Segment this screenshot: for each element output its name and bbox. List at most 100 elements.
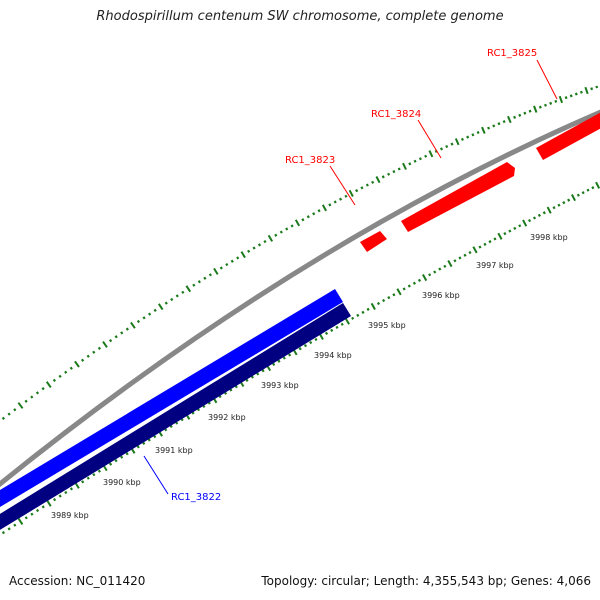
scale-tick xyxy=(197,280,201,284)
scale-tick xyxy=(581,191,585,195)
scale-tick xyxy=(522,219,528,227)
scale-tick xyxy=(481,126,486,134)
scale-tick xyxy=(371,180,375,184)
scale-tick xyxy=(458,256,462,260)
scale-tick xyxy=(240,251,246,259)
gene-feature-rc1-3825[interactable] xyxy=(536,110,600,160)
scale-tick xyxy=(314,337,318,342)
scale-tick xyxy=(569,94,573,98)
scale-tick xyxy=(487,126,491,130)
scale-tick xyxy=(46,499,52,507)
scale-tick xyxy=(381,175,385,179)
scale-tick xyxy=(387,172,391,176)
scale-tick xyxy=(382,298,386,303)
scale-tick xyxy=(528,109,532,113)
scale-tick xyxy=(86,476,90,480)
gene-label-rc1-3822[interactable]: RC1_3822 xyxy=(171,492,221,503)
gene-label-rc1-3823[interactable]: RC1_3823 xyxy=(285,155,335,166)
scale-tick xyxy=(574,92,578,96)
scale-tick xyxy=(97,346,101,350)
scale-tick xyxy=(114,459,118,463)
outer-tick-track xyxy=(1,85,599,420)
scale-tick xyxy=(306,215,310,219)
scale-tick xyxy=(192,283,196,287)
scale-tick xyxy=(538,105,542,109)
scale-tick xyxy=(298,347,302,351)
scale-tick xyxy=(147,312,152,316)
scale-tick xyxy=(564,96,568,100)
scale-tick xyxy=(366,307,370,311)
scale-tick xyxy=(579,90,583,94)
scale-tick xyxy=(532,216,537,220)
scale-tick xyxy=(428,150,434,158)
scale-tick xyxy=(330,328,334,332)
scale-tick xyxy=(586,188,590,192)
scale-tick xyxy=(434,149,438,153)
scale-tick xyxy=(518,224,522,228)
scale-tick xyxy=(344,194,348,198)
scale-tick xyxy=(256,372,260,376)
gene-feature-rc1-3823[interactable] xyxy=(360,231,387,252)
scale-tick xyxy=(252,246,256,250)
gene-feature-rc1-3824[interactable] xyxy=(401,162,515,232)
scale-tick xyxy=(544,103,547,107)
scale-tick xyxy=(333,200,337,204)
scale-tick xyxy=(17,402,24,409)
scale-tick xyxy=(518,113,522,117)
leader-line-rc1-3824 xyxy=(417,119,442,159)
gene-feature-rc1-3822-inner[interactable] xyxy=(0,303,351,536)
scale-tick xyxy=(478,245,482,249)
gene-feature-rc1-3822-outer[interactable] xyxy=(0,289,343,513)
scale-tick xyxy=(466,135,470,139)
kbp-label: 3992 kbp xyxy=(208,413,246,422)
scale-tick xyxy=(595,85,599,89)
scale-tick xyxy=(7,527,11,531)
scale-tick xyxy=(447,260,453,268)
scale-tick xyxy=(542,211,546,215)
scale-tick xyxy=(58,494,62,498)
scale-tick xyxy=(58,374,62,378)
scale-tick xyxy=(92,350,96,354)
scale-tick xyxy=(136,319,141,324)
leader-line-rc1-3823 xyxy=(329,165,356,206)
scale-tick xyxy=(576,193,580,197)
scale-tick xyxy=(130,321,136,329)
scale-tick xyxy=(407,284,411,288)
scale-tick xyxy=(360,186,364,190)
scale-tick xyxy=(1,416,5,420)
scale-tick xyxy=(497,232,503,240)
scale-tick xyxy=(439,147,444,151)
scale-tick xyxy=(483,242,487,246)
kbp-label: 3991 kbp xyxy=(155,446,193,455)
backbone-line xyxy=(0,109,600,488)
gene-label-rc1-3825[interactable]: RC1_3825 xyxy=(487,48,537,59)
gene-label-rc1-3824[interactable]: RC1_3824 xyxy=(371,109,421,120)
scale-tick xyxy=(86,354,90,358)
scale-tick xyxy=(590,87,594,91)
scale-tick xyxy=(492,124,496,128)
scale-tick xyxy=(236,256,240,260)
scale-tick xyxy=(513,115,517,119)
scale-tick xyxy=(102,341,108,348)
scale-tick xyxy=(351,316,355,320)
scale-tick xyxy=(549,101,553,105)
kbp-label: 3990 kbp xyxy=(103,478,141,487)
scale-tick xyxy=(225,263,229,267)
scale-tick xyxy=(523,111,527,115)
scale-tick xyxy=(493,237,497,241)
scale-tick xyxy=(356,313,360,317)
scale-tick xyxy=(453,259,457,263)
kbp-label: 3997 kbp xyxy=(476,261,514,270)
scale-tick xyxy=(294,219,301,227)
scale-tick xyxy=(261,369,265,373)
scale-tick xyxy=(114,335,118,339)
scale-tick xyxy=(285,227,289,231)
scale-tick xyxy=(375,176,381,184)
scale-tick xyxy=(344,317,350,325)
scale-tick xyxy=(355,189,359,193)
scale-tick xyxy=(120,331,124,335)
scale-tick xyxy=(571,194,576,202)
scale-tick xyxy=(450,142,454,146)
scale-tick xyxy=(402,287,406,291)
